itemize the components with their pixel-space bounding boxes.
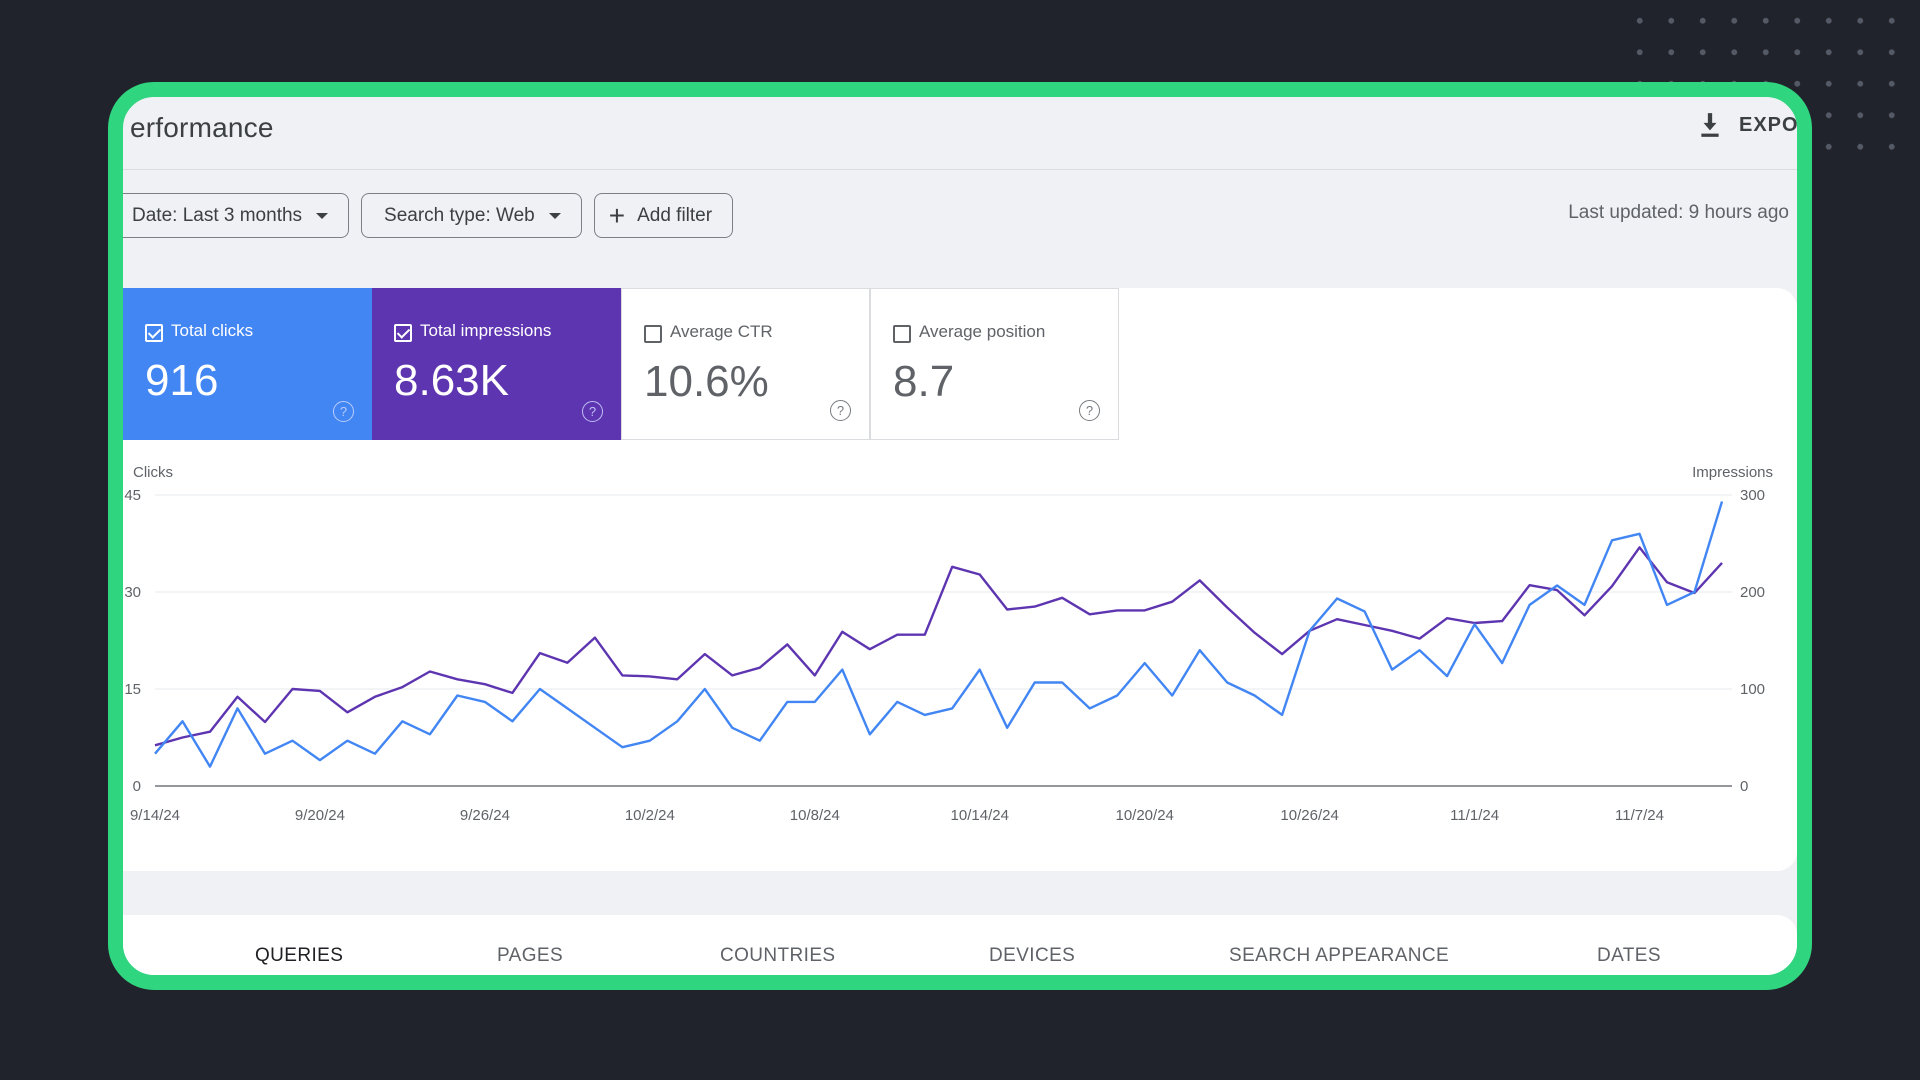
help-circle-icon[interactable]: ?: [333, 401, 354, 422]
tab-dates[interactable]: DATES: [1597, 945, 1661, 966]
y-tick-label-left: 45: [124, 487, 141, 504]
x-tick-label: 9/20/24: [295, 807, 345, 824]
metric-card-average-ctr[interactable]: Average CTR 10.6% ?: [621, 288, 870, 440]
metric-value: 8.7: [893, 357, 955, 406]
performance-panel: Total clicks 916 ? Total impressions 8.6…: [123, 288, 1797, 871]
checkbox-unchecked-icon[interactable]: [644, 325, 662, 343]
x-tick-label: 11/1/24: [1450, 807, 1499, 824]
export-button[interactable]: EXPO: [1697, 107, 1797, 143]
tab-search-appearance[interactable]: SEARCH APPEARANCE: [1229, 945, 1450, 966]
x-tick-label: 11/7/24: [1615, 807, 1664, 824]
metric-value: 916: [145, 356, 219, 405]
top-bar: erformance EXPO: [123, 97, 1797, 170]
last-updated-text: Last updated: 9 hours ago: [1568, 202, 1789, 223]
checkbox-checked-icon[interactable]: [394, 324, 412, 342]
dimension-tabs: QUERIES PAGES COUNTRIES DEVICES SEARCH A…: [123, 915, 1797, 975]
y-tick-label-right: 200: [1740, 584, 1765, 601]
download-icon: [1701, 113, 1719, 137]
y-tick-label-left: 30: [124, 584, 141, 601]
date-filter-label: Date: Last 3 months: [132, 204, 303, 226]
tab-queries[interactable]: QUERIES: [255, 945, 344, 966]
metric-cards: Total clicks 916 ? Total impressions 8.6…: [123, 288, 1119, 440]
y-tick-label-right: 100: [1740, 681, 1765, 698]
x-tick-label: 10/20/24: [1115, 807, 1173, 824]
caret-down-icon: [316, 212, 329, 219]
x-tick-label: 10/14/24: [951, 807, 1009, 824]
metric-value: 8.63K: [394, 356, 509, 405]
x-tick-label: 10/2/24: [625, 807, 675, 824]
metric-value: 10.6%: [644, 357, 769, 406]
caret-down-icon: [548, 212, 561, 219]
metric-card-total-clicks[interactable]: Total clicks 916 ?: [123, 288, 372, 440]
y-axis-label-right: Impressions: [1692, 464, 1773, 481]
x-tick-label: 9/14/24: [130, 807, 180, 824]
tab-devices[interactable]: DEVICES: [989, 945, 1076, 966]
help-circle-icon[interactable]: ?: [830, 400, 851, 421]
search-type-filter-chip[interactable]: Search type: Web: [361, 193, 582, 238]
x-tick-label: 9/26/24: [460, 807, 510, 824]
filter-bar: Date: Last 3 months Search type: Web + A…: [123, 193, 734, 238]
metric-label: Total impressions: [420, 321, 552, 340]
y-tick-label-right: 300: [1740, 487, 1765, 504]
performance-line-chart: Clicks Impressions 45 300 30 200 15 100 0 0 9/14/2…: [124, 464, 1773, 824]
export-label: EXPO: [1739, 113, 1797, 136]
metric-label: Total clicks: [171, 321, 254, 340]
page-title: erformance: [130, 112, 274, 143]
add-filter-button[interactable]: + Add filter: [593, 193, 734, 238]
metric-card-total-impressions[interactable]: Total impressions 8.63K ?: [372, 288, 621, 440]
y-axis-label-left: Clicks: [133, 464, 173, 481]
y-tick-label-right: 0: [1740, 778, 1748, 795]
y-tick-label-left: 15: [124, 681, 141, 698]
metric-label: Average position: [919, 322, 1046, 341]
x-tick-label: 10/8/24: [790, 807, 840, 824]
checkbox-checked-icon[interactable]: [145, 324, 163, 342]
search-type-label: Search type: Web: [384, 204, 535, 226]
x-tick-label: 10/26/24: [1280, 807, 1338, 824]
tab-countries[interactable]: COUNTRIES: [720, 945, 836, 966]
date-filter-chip[interactable]: Date: Last 3 months: [123, 193, 350, 238]
add-filter-label: Add filter: [637, 204, 713, 226]
series-line-impressions: [154, 546, 1723, 747]
help-circle-icon[interactable]: ?: [582, 401, 603, 422]
y-tick-label-left: 0: [133, 778, 141, 795]
tab-pages[interactable]: PAGES: [497, 945, 564, 966]
checkbox-unchecked-icon[interactable]: [893, 325, 911, 343]
screenshot-frame: erformance EXPO Date: Last 3 months Sear…: [108, 82, 1812, 990]
plus-icon: +: [608, 199, 626, 231]
series-line-clicks: [154, 501, 1724, 768]
help-circle-icon[interactable]: ?: [1079, 400, 1100, 421]
metric-card-average-position[interactable]: Average position 8.7 ?: [870, 288, 1119, 440]
metric-label: Average CTR: [670, 322, 773, 341]
